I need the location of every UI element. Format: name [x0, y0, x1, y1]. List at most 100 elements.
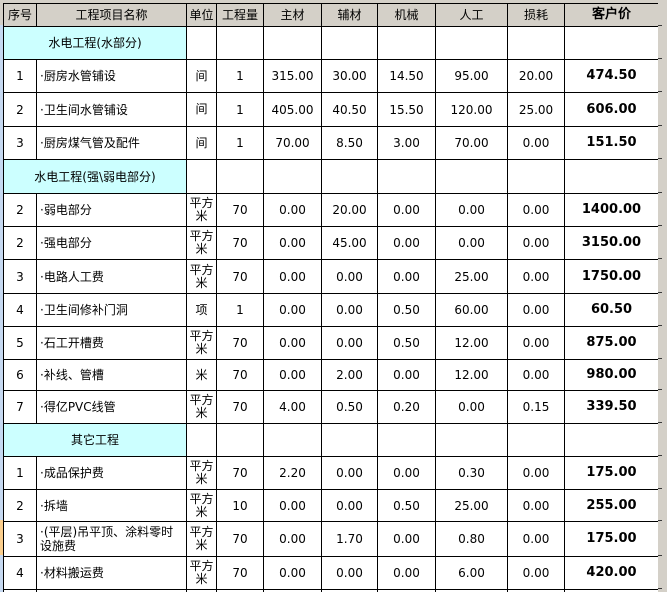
cell-aux[interactable]: 1.70 — [321, 521, 378, 557]
cell-price[interactable]: 255.00 — [564, 489, 659, 522]
empty-cell[interactable] — [186, 26, 217, 60]
cell-loss[interactable]: 0.00 — [507, 193, 565, 227]
cell-aux[interactable]: 0.00 — [321, 456, 378, 490]
cell-qty[interactable]: 10 — [216, 489, 264, 522]
cell-loss[interactable]: 0.00 — [507, 293, 565, 327]
empty-cell[interactable] — [507, 26, 565, 60]
cell-no[interactable]: 1 — [3, 456, 37, 490]
empty-cell[interactable] — [377, 26, 436, 60]
cell-unit[interactable]: 平方米 — [186, 193, 217, 227]
cell-aux[interactable]: 0.00 — [321, 326, 378, 360]
cell-name[interactable]: ·卫生间修补门洞 — [36, 293, 187, 327]
cell-name[interactable]: ·补线、管槽 — [36, 359, 187, 391]
cell-mach[interactable]: 0.50 — [377, 489, 436, 522]
cell-loss[interactable]: 0.00 — [507, 556, 565, 590]
empty-cell[interactable] — [435, 159, 508, 194]
cell-name[interactable]: ·得亿PVC线管 — [36, 390, 187, 424]
cell-price[interactable]: 339.50 — [564, 390, 659, 424]
cell-labor[interactable]: 70.00 — [435, 126, 508, 160]
empty-cell[interactable] — [186, 159, 217, 194]
cell-labor[interactable]: 0.30 — [435, 456, 508, 490]
cell-unit[interactable]: 平方米 — [186, 456, 217, 490]
empty-cell[interactable] — [564, 423, 659, 457]
cell-main[interactable]: 0.00 — [263, 226, 322, 260]
cell-unit[interactable]: 米 — [186, 359, 217, 391]
cell-qty[interactable]: 1 — [216, 92, 264, 127]
cell-unit[interactable]: 间 — [186, 59, 217, 93]
cell-mach[interactable]: 0.00 — [377, 556, 436, 590]
cell-qty[interactable]: 1 — [216, 293, 264, 327]
section-title[interactable]: 其它工程 — [3, 423, 187, 457]
cell-price[interactable]: 151.50 — [564, 126, 659, 160]
cell-loss[interactable]: 0.00 — [507, 359, 565, 391]
cell-name[interactable]: ·成品保护费 — [36, 456, 187, 490]
cell-qty[interactable]: 70 — [216, 359, 264, 391]
cell-name[interactable]: ·石工开槽费 — [36, 326, 187, 360]
cell-labor[interactable]: 25.00 — [435, 259, 508, 294]
empty-cell[interactable] — [321, 26, 378, 60]
cell-no[interactable]: 3 — [3, 521, 37, 557]
cell-mach[interactable]: 0.00 — [377, 456, 436, 490]
cell-unit[interactable]: 平方米 — [186, 489, 217, 522]
cell-qty[interactable]: 70 — [216, 556, 264, 590]
cell-labor[interactable]: 0.00 — [435, 390, 508, 424]
cell-main[interactable]: 2.20 — [263, 456, 322, 490]
cell-mach[interactable]: 0.00 — [377, 259, 436, 294]
cell-main[interactable]: 0.00 — [263, 489, 322, 522]
col-header-loss[interactable]: 损耗 — [507, 3, 565, 27]
cell-price[interactable]: 175.00 — [564, 456, 659, 490]
cell-mach[interactable]: 0.50 — [377, 326, 436, 360]
cell-no[interactable]: 3 — [3, 126, 37, 160]
cell-no[interactable]: 1 — [3, 59, 37, 93]
cell-aux[interactable]: 0.00 — [321, 489, 378, 522]
cell-qty[interactable]: 70 — [216, 456, 264, 490]
cell-main[interactable]: 0.00 — [263, 193, 322, 227]
cell-price[interactable]: 3150.00 — [564, 226, 659, 260]
cell-no[interactable]: 2 — [3, 193, 37, 227]
empty-cell[interactable] — [216, 159, 264, 194]
cell-qty[interactable]: 70 — [216, 259, 264, 294]
cell-loss[interactable]: 0.00 — [507, 521, 565, 557]
empty-cell[interactable] — [377, 159, 436, 194]
cell-labor[interactable]: 12.00 — [435, 326, 508, 360]
cell-labor[interactable]: 95.00 — [435, 59, 508, 93]
empty-cell[interactable] — [435, 423, 508, 457]
cell-loss[interactable]: 20.00 — [507, 59, 565, 93]
cell-qty[interactable]: 70 — [216, 326, 264, 360]
empty-cell[interactable] — [263, 423, 322, 457]
col-header-main-material[interactable]: 主材 — [263, 3, 322, 27]
cell-name[interactable]: ·强电部分 — [36, 226, 187, 260]
cell-unit[interactable]: 平方米 — [186, 521, 217, 557]
cell-unit[interactable]: 间 — [186, 92, 217, 127]
cell-name[interactable]: ·厨房煤气管及配件 — [36, 126, 187, 160]
cell-qty[interactable]: 70 — [216, 521, 264, 557]
cell-loss[interactable]: 0.00 — [507, 226, 565, 260]
cell-name[interactable]: ·材料搬运费 — [36, 556, 187, 590]
cell-price[interactable]: 1750.00 — [564, 259, 659, 294]
cell-aux[interactable]: 45.00 — [321, 226, 378, 260]
cell-unit[interactable]: 平方米 — [186, 259, 217, 294]
cell-mach[interactable]: 14.50 — [377, 59, 436, 93]
cell-price[interactable]: 175.00 — [564, 521, 659, 557]
section-title[interactable]: 水电工程(强\弱电部分) — [3, 159, 187, 194]
cell-loss[interactable]: 0.00 — [507, 259, 565, 294]
cell-loss[interactable]: 0.00 — [507, 326, 565, 360]
cell-mach[interactable]: 0.00 — [377, 521, 436, 557]
empty-cell[interactable] — [216, 423, 264, 457]
cell-qty[interactable]: 70 — [216, 193, 264, 227]
col-header-aux-material[interactable]: 辅材 — [321, 3, 378, 27]
cell-no[interactable]: 4 — [3, 293, 37, 327]
cell-main[interactable]: 0.00 — [263, 556, 322, 590]
cell-name[interactable]: ·拆墙 — [36, 489, 187, 522]
empty-cell[interactable] — [216, 26, 264, 60]
cell-qty[interactable]: 70 — [216, 226, 264, 260]
cell-price[interactable]: 875.00 — [564, 326, 659, 360]
cell-mach[interactable]: 0.00 — [377, 359, 436, 391]
cell-unit[interactable]: 平方米 — [186, 326, 217, 360]
cell-unit[interactable]: 间 — [186, 126, 217, 160]
cell-main[interactable]: 0.00 — [263, 521, 322, 557]
cell-unit[interactable]: 项 — [186, 293, 217, 327]
cell-labor[interactable]: 0.80 — [435, 521, 508, 557]
cell-unit[interactable]: 平方米 — [186, 556, 217, 590]
cell-main[interactable]: 4.00 — [263, 390, 322, 424]
